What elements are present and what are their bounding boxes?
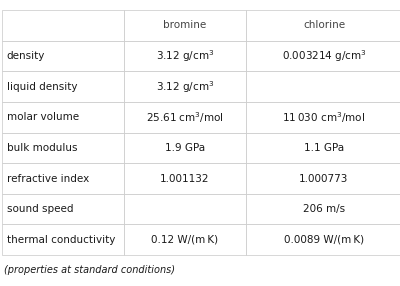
Bar xyxy=(246,225,400,255)
Bar xyxy=(124,41,246,71)
Bar xyxy=(246,10,400,41)
Bar xyxy=(124,71,246,102)
Text: 0.003214 g/cm$^3$: 0.003214 g/cm$^3$ xyxy=(282,48,366,64)
Text: 3.12 g/cm$^3$: 3.12 g/cm$^3$ xyxy=(156,79,214,94)
Bar xyxy=(246,163,400,194)
Text: sound speed: sound speed xyxy=(7,204,73,214)
Text: 206 m/s: 206 m/s xyxy=(303,204,345,214)
Bar xyxy=(246,41,400,71)
Bar xyxy=(2,102,124,133)
Bar xyxy=(2,71,124,102)
Bar xyxy=(124,133,246,163)
Text: bromine: bromine xyxy=(163,20,207,30)
Bar xyxy=(124,225,246,255)
Bar xyxy=(2,41,124,71)
Text: 1.1 GPa: 1.1 GPa xyxy=(304,143,344,153)
Text: 1.9 GPa: 1.9 GPa xyxy=(165,143,205,153)
Bar xyxy=(2,10,124,41)
Bar xyxy=(2,163,124,194)
Bar xyxy=(124,10,246,41)
Bar xyxy=(246,194,400,225)
Text: chlorine: chlorine xyxy=(303,20,345,30)
Text: 1.000773: 1.000773 xyxy=(299,174,349,184)
Bar xyxy=(2,194,124,225)
Bar xyxy=(124,194,246,225)
Text: refractive index: refractive index xyxy=(7,174,89,184)
Bar xyxy=(124,102,246,133)
Text: 3.12 g/cm$^3$: 3.12 g/cm$^3$ xyxy=(156,48,214,64)
Bar xyxy=(2,133,124,163)
Text: (properties at standard conditions): (properties at standard conditions) xyxy=(4,265,175,275)
Text: 11 030 cm$^3$/mol: 11 030 cm$^3$/mol xyxy=(282,110,366,125)
Bar xyxy=(246,133,400,163)
Text: bulk modulus: bulk modulus xyxy=(7,143,77,153)
Text: density: density xyxy=(7,51,45,61)
Text: liquid density: liquid density xyxy=(7,82,77,92)
Bar xyxy=(246,102,400,133)
Bar xyxy=(124,163,246,194)
Text: 1.001132: 1.001132 xyxy=(160,174,210,184)
Text: thermal conductivity: thermal conductivity xyxy=(7,235,115,245)
Text: 25.61 cm$^3$/mol: 25.61 cm$^3$/mol xyxy=(146,110,224,125)
Text: 0.12 W/(m K): 0.12 W/(m K) xyxy=(152,235,218,245)
Bar xyxy=(246,71,400,102)
Bar xyxy=(2,225,124,255)
Text: molar volume: molar volume xyxy=(7,112,79,122)
Text: 0.0089 W/(m K): 0.0089 W/(m K) xyxy=(284,235,364,245)
